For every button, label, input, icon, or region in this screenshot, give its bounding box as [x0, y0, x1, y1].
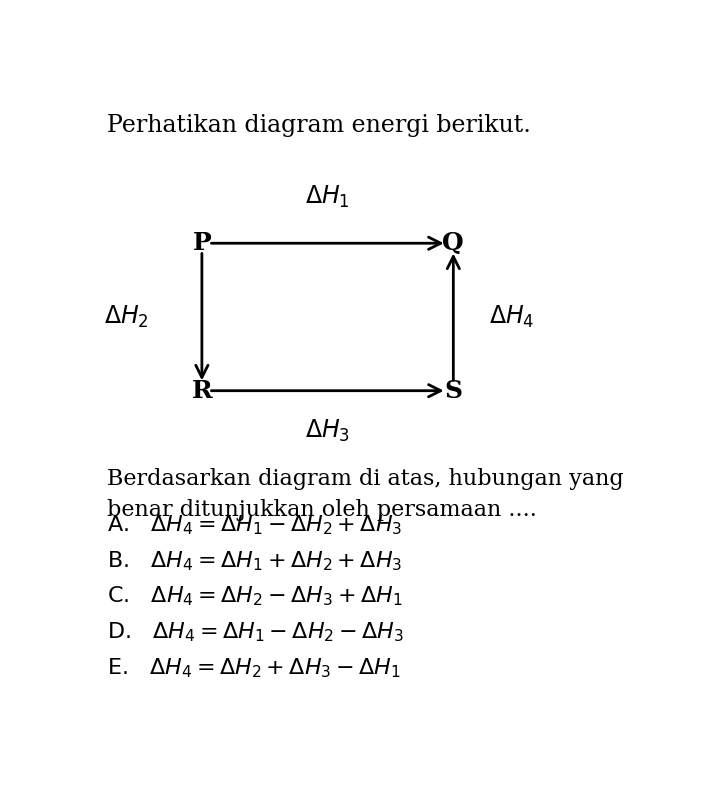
Text: Berdasarkan diagram di atas, hubungan yang: Berdasarkan diagram di atas, hubungan ya… [107, 468, 624, 489]
Text: R: R [192, 379, 212, 403]
Text: benar ditunjukkan oleh persamaan ....: benar ditunjukkan oleh persamaan .... [107, 500, 536, 521]
Text: $\Delta H_1$: $\Delta H_1$ [305, 184, 350, 210]
Text: D.   $\Delta H_4 = \Delta H_1 - \Delta H_2 - \Delta H_3$: D. $\Delta H_4 = \Delta H_1 - \Delta H_2… [107, 621, 404, 644]
Text: Q: Q [443, 231, 464, 255]
Text: S: S [444, 379, 462, 403]
Text: B.   $\Delta H_4 = \Delta H_1 + \Delta H_2 + \Delta H_3$: B. $\Delta H_4 = \Delta H_1 + \Delta H_2… [107, 549, 402, 573]
Text: Perhatikan diagram energi berikut.: Perhatikan diagram energi berikut. [107, 114, 531, 137]
Text: C.   $\Delta H_4 = \Delta H_2 - \Delta H_3 + \Delta H_1$: C. $\Delta H_4 = \Delta H_2 - \Delta H_3… [107, 585, 402, 608]
Text: $\Delta H_4$: $\Delta H_4$ [490, 304, 535, 330]
Text: E.   $\Delta H_4 = \Delta H_2 + \Delta H_3 - \Delta H_1$: E. $\Delta H_4 = \Delta H_2 + \Delta H_3… [107, 656, 401, 680]
Text: $\Delta H_3$: $\Delta H_3$ [305, 417, 350, 444]
Text: A.   $\Delta H_4 = \Delta H_1 - \Delta H_2 + \Delta H_3$: A. $\Delta H_4 = \Delta H_1 - \Delta H_2… [107, 514, 402, 537]
Text: P: P [193, 231, 211, 255]
Text: $\Delta H_2$: $\Delta H_2$ [104, 304, 149, 330]
